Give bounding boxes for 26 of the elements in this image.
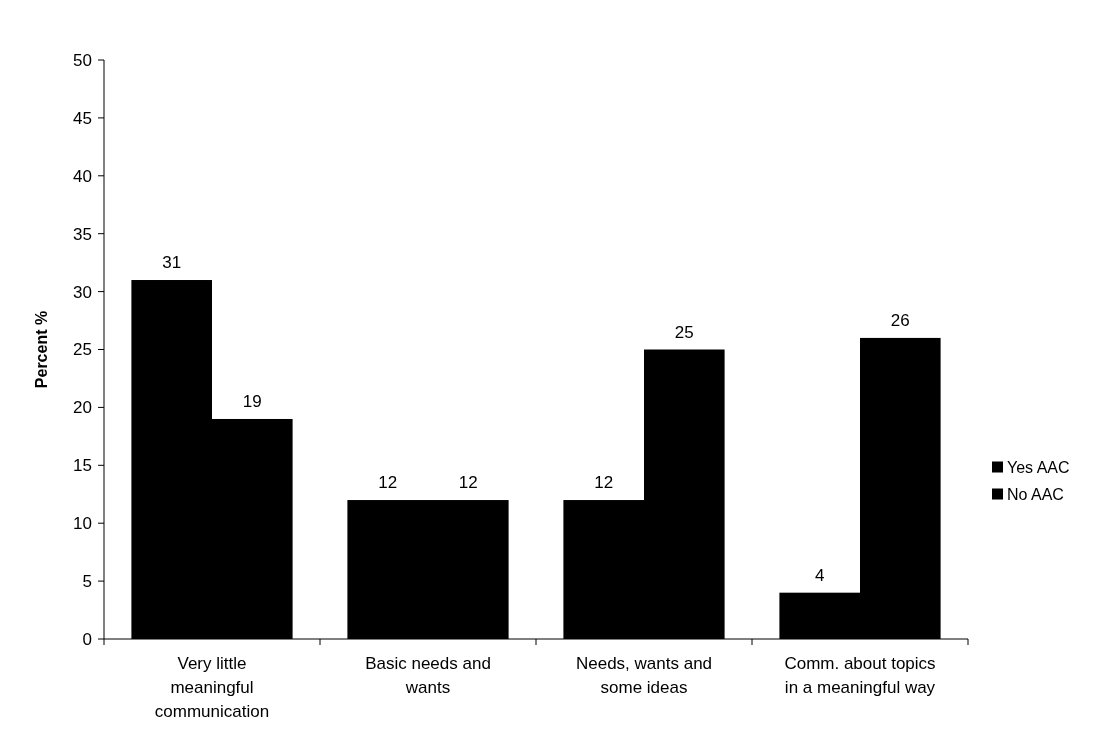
y-tick-label: 30 <box>73 282 92 302</box>
data-label: 19 <box>242 391 262 411</box>
x-tick-label: Basic needs and wants <box>365 654 491 697</box>
y-tick-label: 20 <box>73 398 92 418</box>
y-tick-label: 45 <box>73 108 92 128</box>
y-tick-label: 10 <box>73 514 92 534</box>
data-label: 26 <box>890 310 910 330</box>
y-tick-label: 35 <box>73 224 92 244</box>
y-tick-label: 5 <box>82 572 92 592</box>
legend-label: Yes AAC <box>1007 459 1070 477</box>
y-axis-title: Percent % <box>33 310 50 389</box>
data-label: 4 <box>814 565 825 585</box>
x-tick-label: Very little meaningful communication <box>154 654 270 721</box>
data-label: 12 <box>594 473 614 493</box>
y-tick-label: 0 <box>82 629 92 649</box>
data-label: 25 <box>674 322 694 342</box>
y-tick-label: 15 <box>73 456 92 476</box>
x-tick-label: Needs, wants and some ideas <box>575 654 713 697</box>
y-tick-label: 40 <box>73 166 92 186</box>
legend-label: No AAC <box>1007 486 1064 504</box>
data-label: 12 <box>458 473 478 493</box>
y-tick-label: 50 <box>73 50 92 70</box>
data-label: 12 <box>378 473 398 493</box>
data-label: 31 <box>162 253 182 273</box>
y-tick-label: 25 <box>73 340 92 360</box>
x-tick-label: Comm. about topics in a meaningful way <box>784 654 936 697</box>
